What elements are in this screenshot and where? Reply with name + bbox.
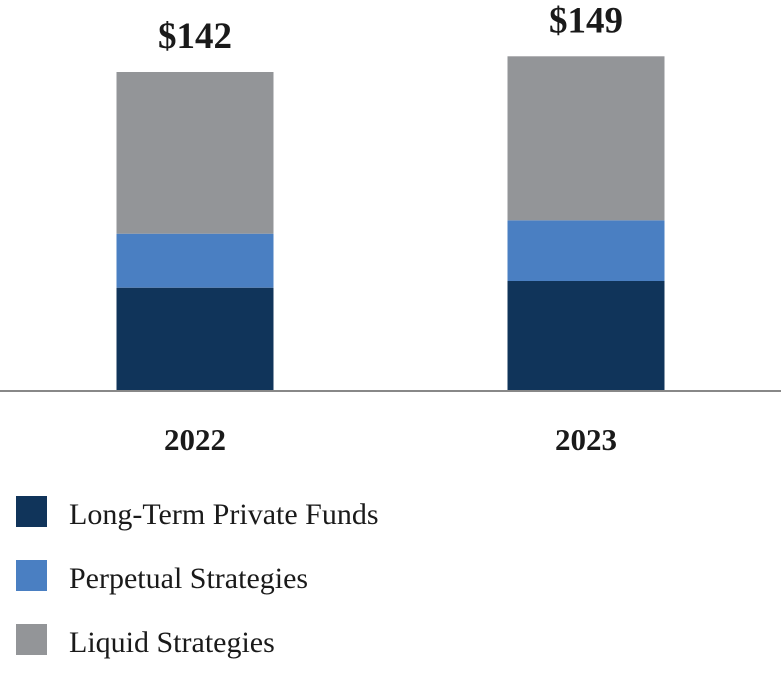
labels-layer: $142 2022 $149 2023 xyxy=(158,0,623,457)
legend-label-long-term-private-funds: Long-Term Private Funds xyxy=(69,498,379,531)
bar-segment-long-term-private-funds-2023 xyxy=(507,280,665,391)
bar-segment-liquid-strategies-2022 xyxy=(116,72,274,234)
legend-item-long-term-private-funds: Long-Term Private Funds xyxy=(16,496,379,531)
bar-segment-long-term-private-funds-2022 xyxy=(116,287,274,391)
legend-swatch-perpetual-strategies xyxy=(16,560,47,591)
total-label-2022: $142 xyxy=(158,16,232,57)
x-tick-label-2022: 2022 xyxy=(164,422,226,457)
bars-layer xyxy=(116,56,665,391)
bar-segment-liquid-strategies-2023 xyxy=(507,56,665,221)
bar-segment-perpetual-strategies-2023 xyxy=(507,220,665,281)
legend-swatch-liquid-strategies xyxy=(16,624,47,655)
bar-segment-perpetual-strategies-2022 xyxy=(116,233,274,288)
total-label-2023: $149 xyxy=(549,0,623,41)
legend-item-perpetual-strategies: Perpetual Strategies xyxy=(16,560,308,595)
legend-label-perpetual-strategies: Perpetual Strategies xyxy=(69,562,308,595)
legend-item-liquid-strategies: Liquid Strategies xyxy=(16,624,275,659)
legend: Long-Term Private Funds Perpetual Strateg… xyxy=(16,496,379,659)
x-tick-label-2023: 2023 xyxy=(555,422,617,457)
legend-label-liquid-strategies: Liquid Strategies xyxy=(69,626,275,659)
legend-swatch-long-term-private-funds xyxy=(16,496,47,527)
